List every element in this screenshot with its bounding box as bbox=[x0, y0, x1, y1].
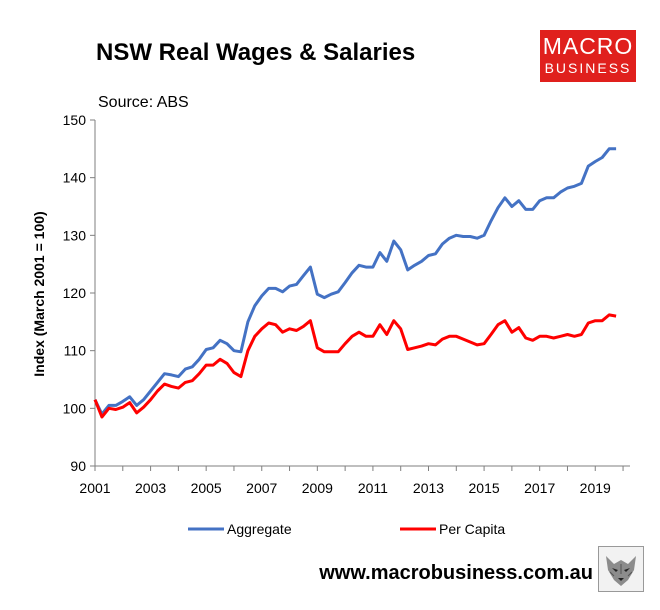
x-tick-label: 2009 bbox=[302, 480, 333, 496]
x-tick-label: 2013 bbox=[413, 480, 444, 496]
x-tick-label: 2011 bbox=[358, 480, 388, 496]
footer-url: www.macrobusiness.com.au bbox=[319, 562, 593, 584]
chart-subtitle: Source: ABS bbox=[98, 94, 189, 111]
macrobusiness-logo: MACRO BUSINESS bbox=[540, 30, 636, 82]
y-ticks: 90 100 110 120 130 140 150 bbox=[63, 112, 95, 474]
y-tick-label: 120 bbox=[63, 285, 87, 301]
chart-title: NSW Real Wages & Salaries bbox=[96, 39, 415, 66]
legend-label-aggregate: Aggregate bbox=[227, 521, 292, 537]
y-tick-label: 130 bbox=[63, 227, 87, 243]
x-tick-label: 2017 bbox=[524, 480, 555, 496]
y-tick-label: 140 bbox=[63, 170, 87, 186]
x-tick-label: 2001 bbox=[79, 480, 110, 496]
y-tick-label: 90 bbox=[70, 458, 86, 474]
legend: Aggregate Per Capita bbox=[188, 521, 505, 537]
wolf-logo-icon bbox=[598, 546, 644, 592]
x-tick-label: 2003 bbox=[135, 480, 166, 496]
y-tick-label: 100 bbox=[63, 400, 87, 416]
y-tick-label: 110 bbox=[64, 343, 87, 359]
legend-label-per-capita: Per Capita bbox=[439, 521, 505, 537]
logo-line-1: MACRO bbox=[542, 33, 634, 59]
x-tick-label: 2007 bbox=[246, 480, 277, 496]
y-tick-label: 150 bbox=[63, 112, 87, 128]
series-line-per-capita bbox=[93, 313, 617, 419]
y-axis-label: Index (March 2001 = 100) bbox=[31, 211, 47, 376]
x-tick-label: 2019 bbox=[580, 480, 611, 496]
x-ticks: 2001 2003 2005 2007 2009 2011 2013 2015 2017 2019 bbox=[79, 466, 624, 496]
axes bbox=[94, 120, 630, 467]
x-tick-label: 2015 bbox=[469, 480, 500, 496]
logo-line-2: BUSINESS bbox=[544, 60, 632, 76]
x-tick-label: 2005 bbox=[191, 480, 222, 496]
series-line-aggregate bbox=[93, 147, 617, 416]
series-lines bbox=[93, 147, 617, 419]
